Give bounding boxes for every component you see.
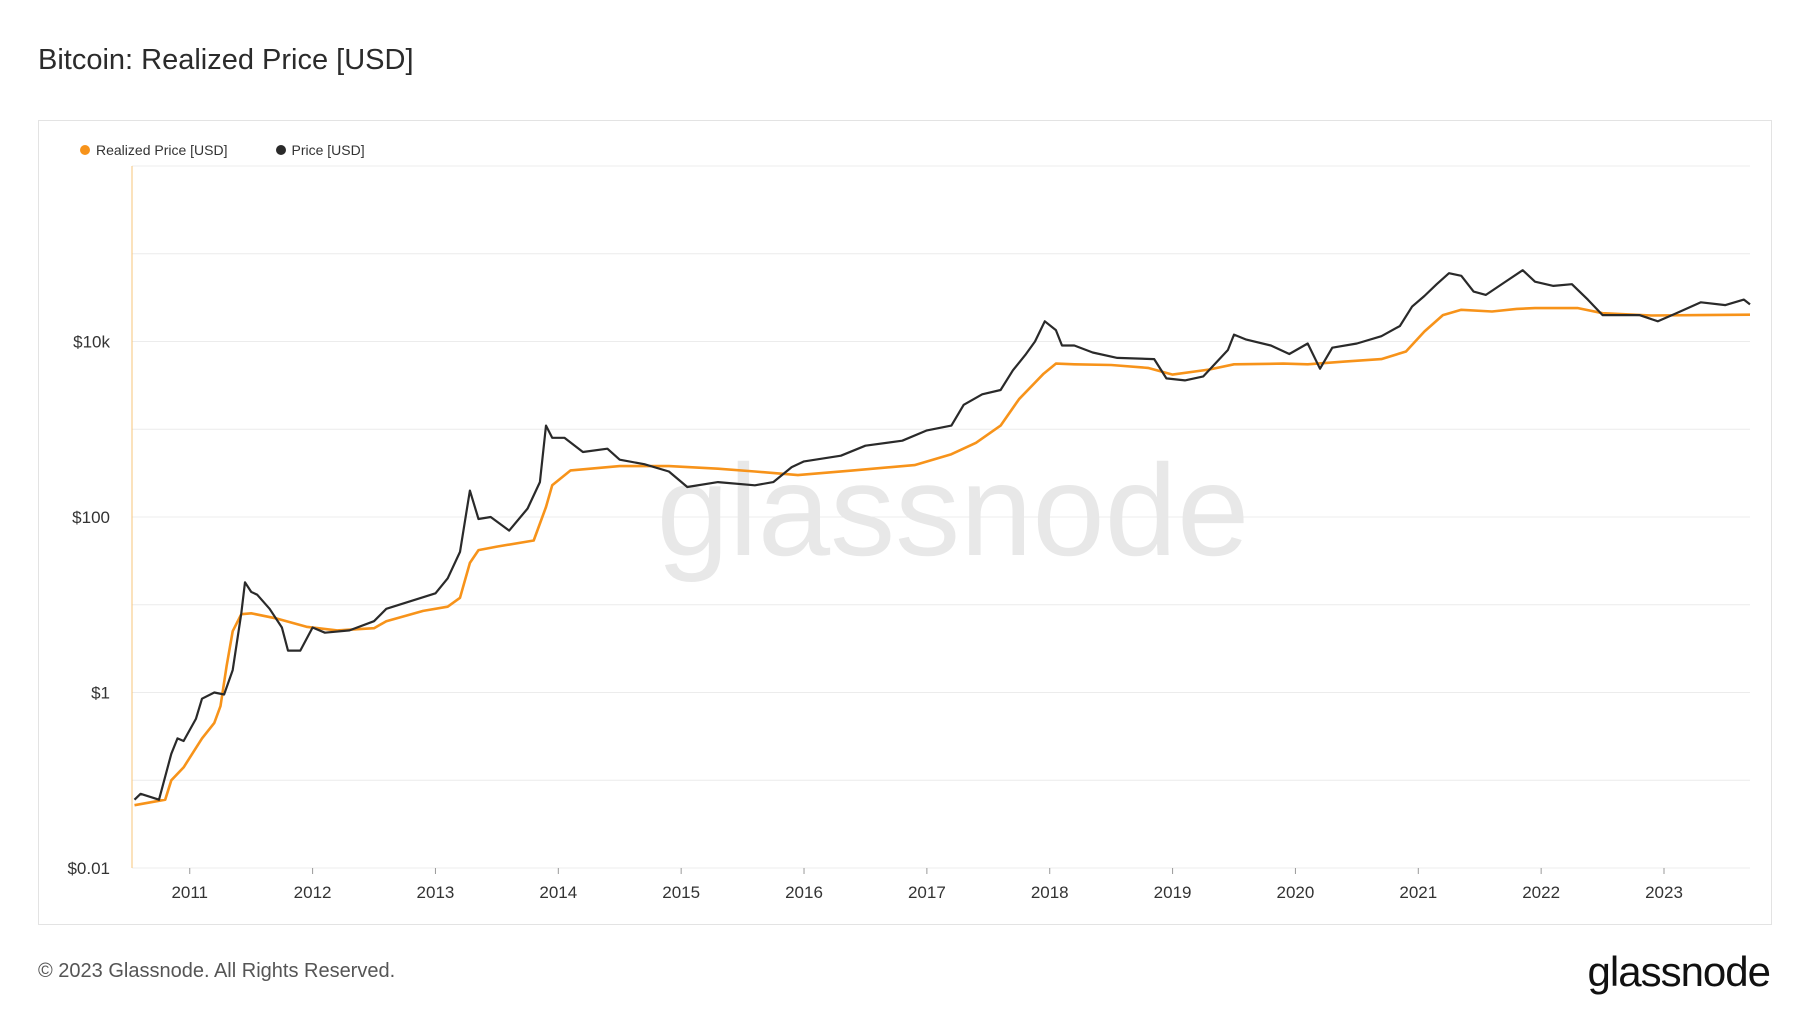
series-line-price [133, 269, 1751, 801]
glassnode-logo: glassnode [1587, 948, 1771, 995]
legend-item-price[interactable]: Price [USD] [275, 142, 365, 158]
x-tick-label: 2014 [539, 883, 577, 902]
watermark-text: glassnode [657, 437, 1250, 583]
x-tick-label: 2013 [417, 883, 455, 902]
x-tick-label: 2021 [1399, 883, 1437, 902]
x-tick-label: 2015 [662, 883, 700, 902]
y-tick-label: $100 [72, 508, 110, 527]
y-tick-label: $1 [91, 684, 110, 703]
x-tick-label: 2022 [1522, 883, 1560, 902]
legend-item-realized-price[interactable]: Realized Price [USD] [80, 142, 228, 158]
chart-legend: Realized Price [USD] Price [USD] [80, 142, 365, 158]
y-tick-label: $0.01 [67, 859, 110, 878]
chart-title: Bitcoin: Realized Price [USD] [38, 44, 414, 76]
x-tick-label: 2023 [1645, 883, 1683, 902]
legend-label-price: Price [USD] [291, 142, 365, 158]
y-tick-label: $10k [73, 333, 110, 352]
x-tick-label: 2020 [1277, 883, 1315, 902]
copyright-text: © 2023 Glassnode. All Rights Reserved. [38, 960, 396, 982]
x-tick-label: 2012 [294, 883, 332, 902]
series-line-realized-price [134, 306, 1751, 807]
x-tick-label: 2011 [171, 883, 208, 902]
legend-label-realized: Realized Price [USD] [96, 142, 228, 158]
x-tick-label: 2018 [1031, 883, 1069, 902]
x-tick-label: 2019 [1154, 883, 1192, 902]
legend-dot-realized-icon [80, 145, 90, 155]
x-tick-label: 2017 [908, 883, 946, 902]
x-tick-label: 2016 [785, 883, 823, 902]
legend-dot-price-icon [275, 145, 286, 155]
